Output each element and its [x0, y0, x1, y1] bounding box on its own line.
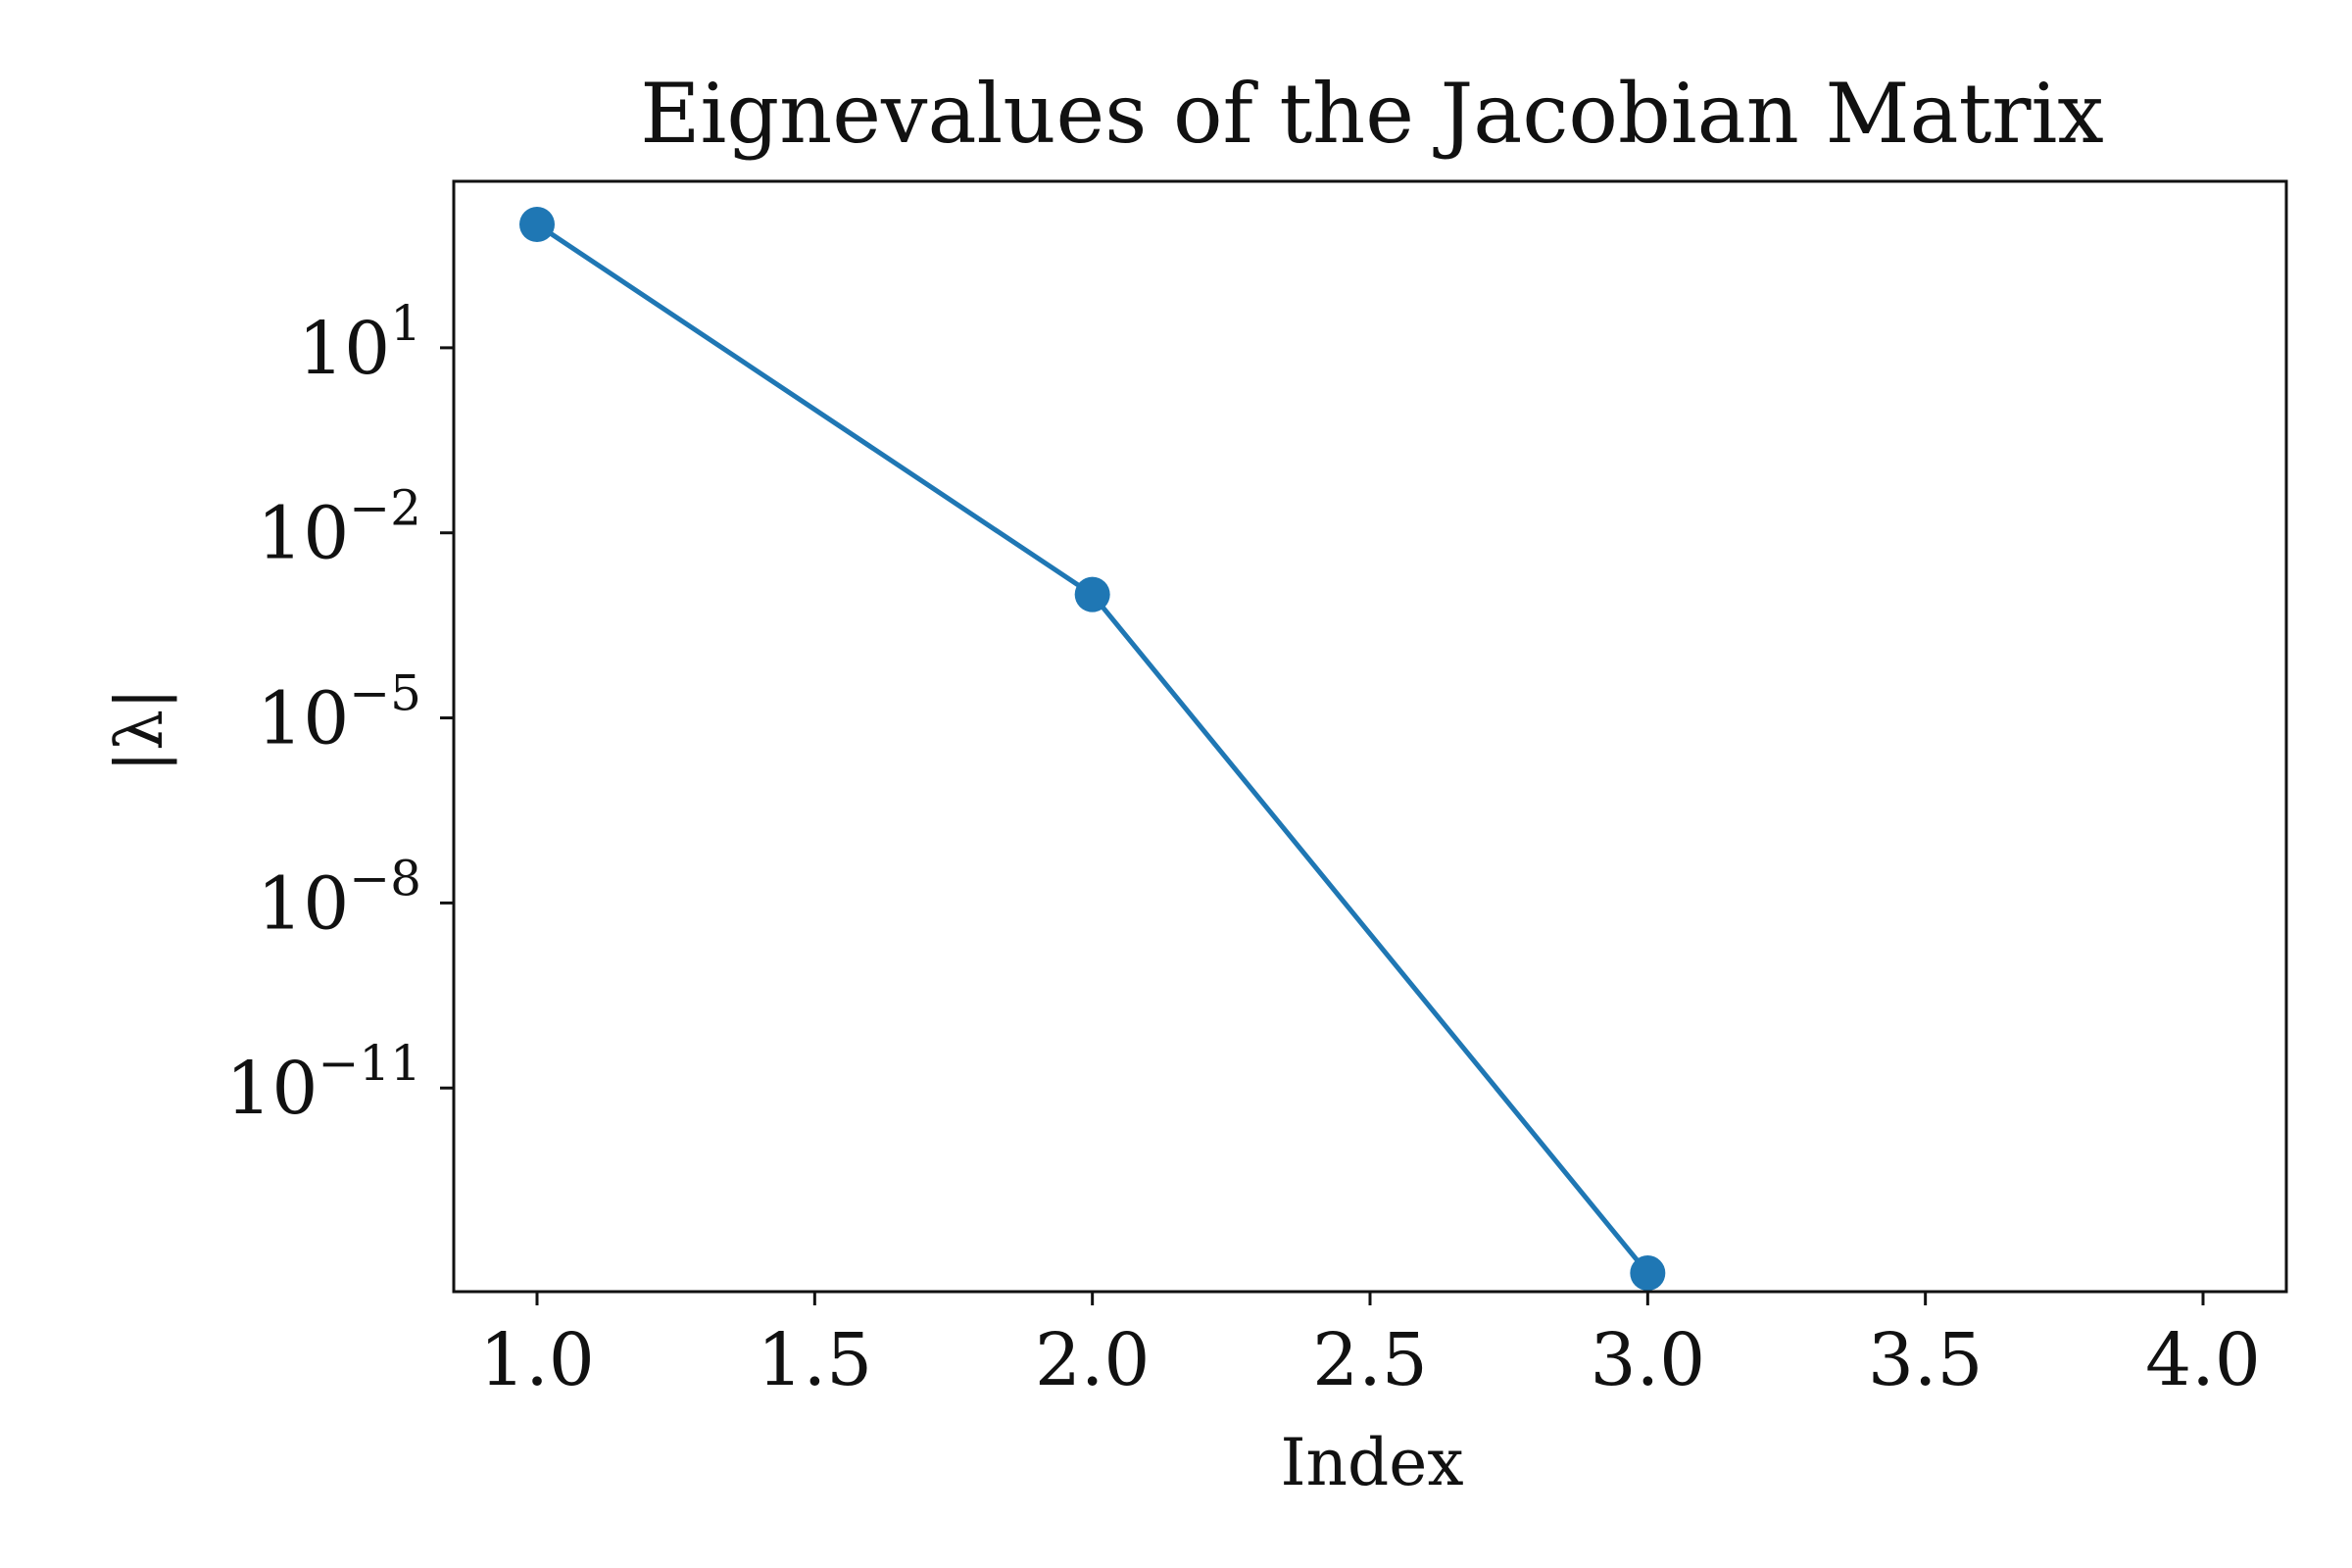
y-tick-label: 10−8 [257, 850, 421, 946]
data-point [519, 206, 555, 242]
x-axis-ticks: 1.0 1.5 2.0 2.5 3.0 3.5 4.0 [479, 1292, 2261, 1402]
x-tick-label: 3.0 [1590, 1318, 1705, 1402]
chart-title: Eignevalues of the Jacobian Matrix [640, 66, 2104, 162]
data-point [1074, 576, 1110, 612]
x-tick-label: 3.5 [1868, 1318, 1984, 1402]
data-series [519, 206, 1666, 1292]
y-axis-label: |λ| [102, 688, 177, 772]
x-tick-label: 2.5 [1312, 1318, 1428, 1402]
y-axis-ticks: 101 10−2 10−5 10−8 10−11 [225, 295, 454, 1131]
y-tick-label: 101 [298, 295, 421, 391]
data-point [1630, 1255, 1666, 1292]
x-tick-label: 1.5 [757, 1318, 872, 1402]
x-tick-label: 1.0 [479, 1318, 595, 1402]
plot-frame [452, 179, 2288, 1294]
y-tick-label: 10−5 [257, 665, 421, 761]
x-tick-label: 4.0 [2145, 1318, 2261, 1402]
x-axis-label: Index [1280, 1425, 1463, 1500]
x-tick-label: 2.0 [1035, 1318, 1151, 1402]
y-tick-label: 10−11 [225, 1035, 421, 1131]
y-tick-label: 10−2 [257, 480, 421, 576]
